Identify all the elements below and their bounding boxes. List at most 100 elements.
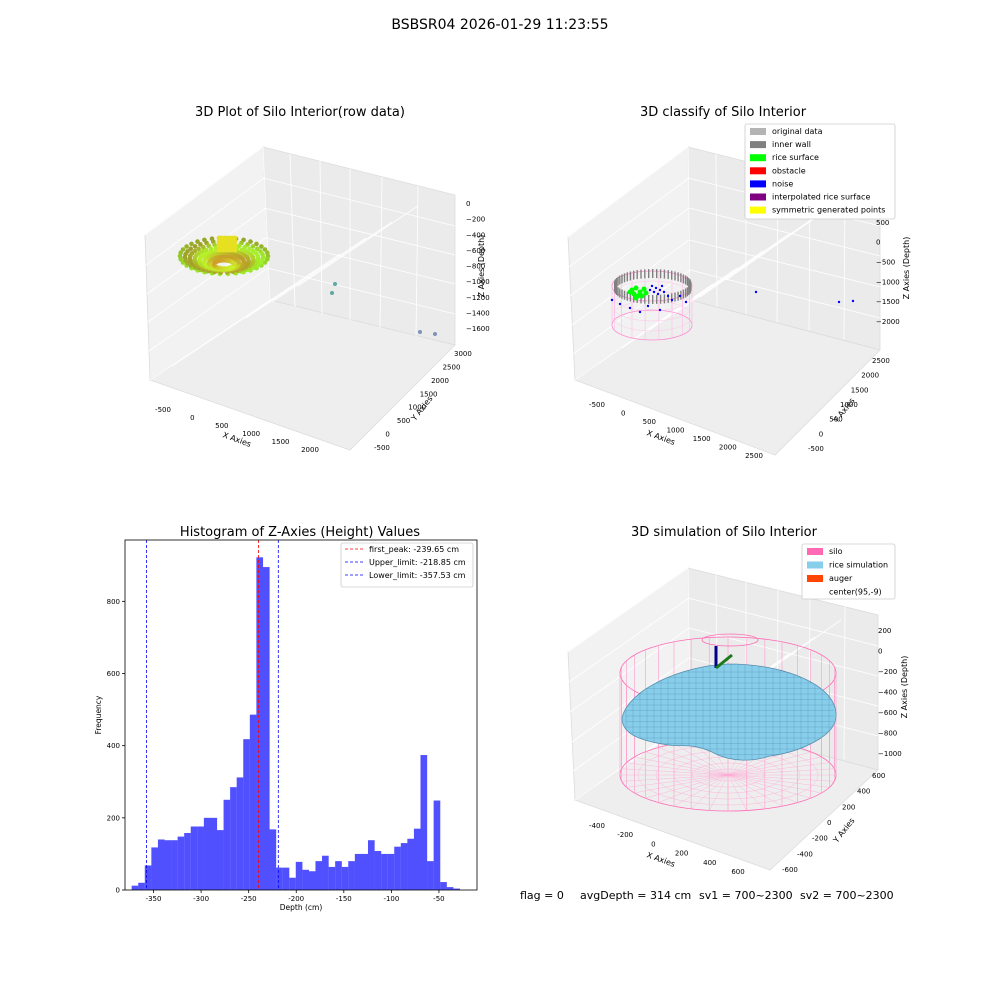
legend-swatch [750,141,766,149]
histogram-bar [289,877,296,890]
legend-label: inner wall [772,140,811,149]
classify-noise-point [610,298,614,302]
histogram-bar [440,882,447,890]
histogram-bar [295,861,303,890]
silo-floor-ring [709,768,747,782]
gridline [262,146,271,301]
classify-inner-wall-point [677,272,679,282]
classify-inner-wall-point [619,275,621,285]
classify-z-tick: −500 [876,259,895,267]
histogram-bar [407,838,415,890]
raw-point [265,257,270,262]
classify-y-ticks: -500 0 500 1000 1500 2000 2500 [808,357,890,453]
histogram-x-tick: -100 [383,895,399,903]
histogram-bar [131,885,139,890]
gridline [415,185,419,338]
histogram-bar [151,847,159,890]
status-avg-depth: avgDepth = 314 cm [580,889,692,902]
raw-x-tick: 0 [190,414,194,422]
raw-point [248,239,253,244]
histogram-x-tick: -50 [433,895,444,903]
classify-inner-wall-point [663,269,666,279]
gridline [379,176,383,329]
raw-y-tick: 3000 [454,350,472,358]
raw-gridlines [144,146,456,381]
raw-z-tick: −400 [466,231,485,239]
raw-y-tick: 2500 [443,363,461,371]
legend-label: original data [772,127,823,136]
histogram-bar [348,861,355,890]
simulation-y-tick: -200 [812,835,828,843]
classify-inner-wall-point [688,286,690,295]
classify-inner-wall-point [652,295,654,304]
classify-inner-wall-point [680,290,682,300]
gridline [289,153,296,308]
simulation-z-tick: 0 [878,648,882,656]
gridline [687,597,879,647]
classify-inner-wall-point [615,278,618,287]
raw-point [192,248,198,254]
raw-outlier-point [433,332,437,336]
histogram-vlines [145,540,279,890]
histogram-y-tick: 800 [107,598,120,606]
classify-noise-point [684,300,688,304]
simulation-x-label: X Axies [645,850,676,869]
histogram-bar [262,567,270,890]
raw-z-tick: −600 [466,247,485,255]
simulation-z-tick: −1000 [878,750,902,758]
histogram-bar [177,836,185,890]
histogram-bar [203,817,211,890]
classify-z-tick: −1500 [876,298,900,306]
classify-noise-point [754,290,758,294]
histogram-y-ticks: 0 200 400 600 800 [107,598,125,895]
raw-point [232,243,238,249]
histogram-y-tick: 600 [107,670,120,678]
histogram-x-tick: -300 [193,895,209,903]
legend-label: auger [829,574,853,583]
gridline [266,267,456,315]
raw-point [178,250,183,255]
raw-x-tick: 1500 [272,438,290,446]
classify-noise-point [662,290,666,294]
legend-label: noise [772,179,793,188]
gridline [145,177,265,266]
gridline [568,597,690,683]
gridline [688,627,879,677]
histogram-y-tick: 200 [107,814,120,822]
legend-swatch [807,575,823,582]
histogram-bar [453,888,460,890]
raw-point [242,244,247,250]
classify-noise-point [628,306,632,310]
classify-rice-point [639,293,645,299]
silo-roof-hatch [701,633,759,647]
gridline [688,207,881,257]
classify-points [610,269,855,314]
gridline [567,146,689,238]
raw-point [232,235,238,241]
raw-point [185,249,190,254]
histogram-bar [217,830,224,890]
legend-swatch [750,167,766,175]
histogram-bar [236,777,244,890]
classify-noise-point [648,288,652,292]
panel-classify-3d: 3D classify of Silo Interior -500 0 500 100… [567,105,911,460]
classify-rice-point [637,289,643,295]
histogram-bars [131,557,460,890]
classify-inner-wall-point [629,271,632,281]
classify-inner-wall-point [682,274,685,284]
status-sv1: sv1 = 700~2300 [699,889,793,902]
simulation-x-ticks: -400 -200 0 200 400 600 [589,822,745,876]
panel-histogram: Histogram of Z-Axies (Height) Values -35… [94,525,478,912]
legend-swatch [750,128,766,135]
classify-inner-wall-point [626,272,628,282]
raw-z-tick: −1400 [466,309,490,317]
histogram-bar [190,826,198,890]
histogram-bar [184,832,191,890]
classify-inner-wall-point [629,292,632,302]
histogram-x-tick: -250 [241,895,257,903]
histogram-title: Histogram of Z-Axies (Height) Values [180,525,420,540]
classify-noise-point [670,298,674,302]
gridline [689,269,881,319]
silo-floor-ring [691,762,765,788]
